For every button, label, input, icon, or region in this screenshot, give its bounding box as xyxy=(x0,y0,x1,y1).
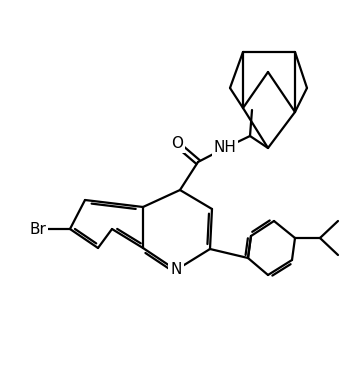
Text: O: O xyxy=(171,137,183,152)
Text: N: N xyxy=(170,262,182,277)
Text: NH: NH xyxy=(214,141,237,156)
Text: Br: Br xyxy=(29,222,47,237)
